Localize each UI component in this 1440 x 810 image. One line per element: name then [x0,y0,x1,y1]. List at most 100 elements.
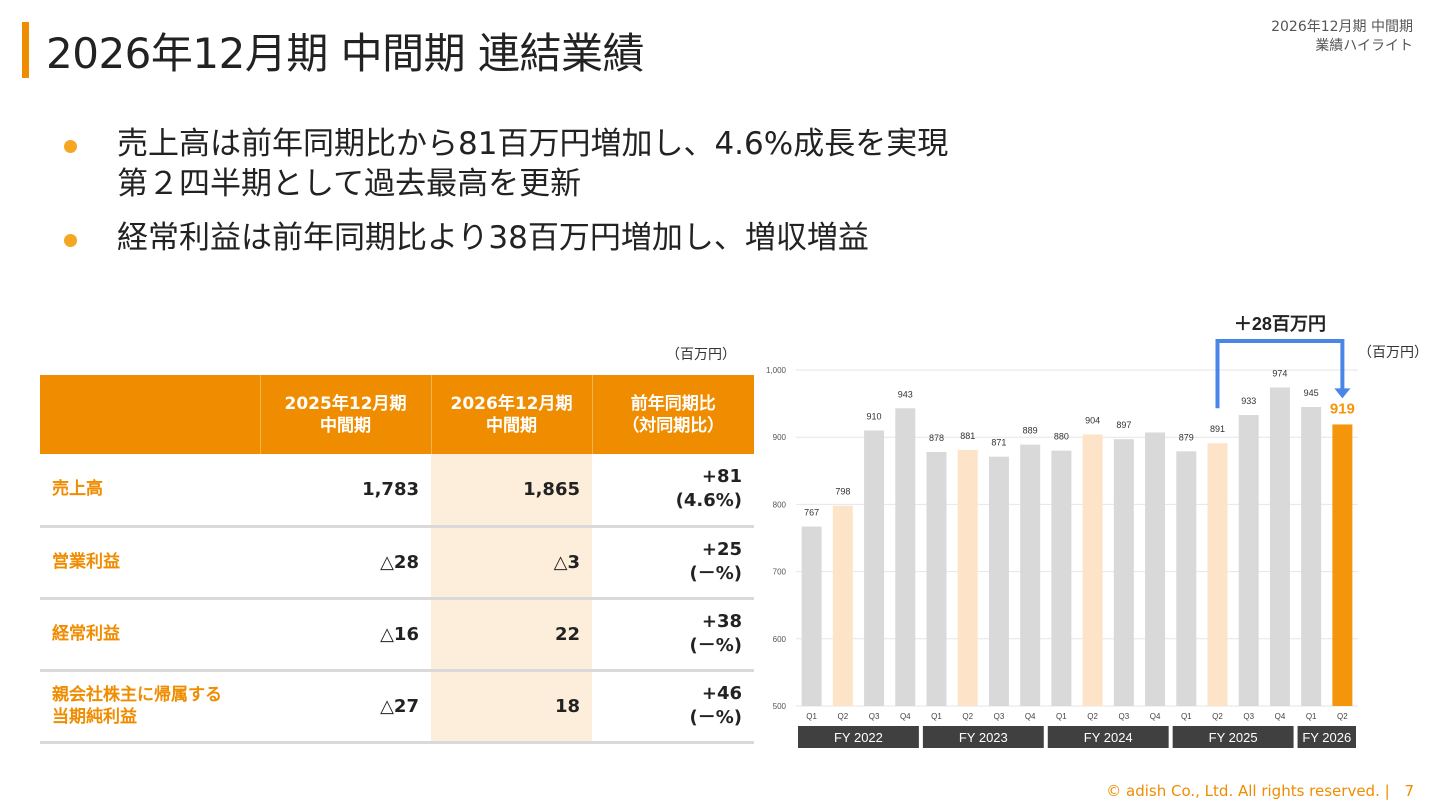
bar [1238,415,1259,706]
x-tick-label: Q2 [1087,712,1098,721]
fiscal-year-label: FY 2025 [1209,730,1258,745]
x-tick-label: Q1 [806,712,817,721]
x-tick-label: Q4 [1025,712,1036,721]
bullet-dot-icon [64,234,77,247]
data-label: 891 [1210,424,1225,434]
table-row: 売上高 1,783 1,865 +81 (4.6%) [40,454,754,528]
data-label: 910 [867,411,882,421]
table-row: 経常利益 △16 22 +38 (－%) [40,598,754,672]
yoy-value: +38 (－%) [592,598,754,672]
bar [1176,451,1197,706]
x-tick-label: Q1 [1181,712,1192,721]
bar [1113,439,1134,706]
x-tick-label: Q1 [1056,712,1067,721]
bar [957,449,978,706]
data-label: 767 [804,508,819,518]
fiscal-year-label: FY 2022 [834,730,883,745]
title-accent-bar [22,22,29,78]
section-label: 2026年12月期 中間期 業績ハイライト [1271,18,1413,56]
chart-unit: （百万円） [1358,344,1428,360]
page-title: 2026年12月期 中間期 連結業績 [46,29,645,78]
fiscal-year-box [798,726,919,748]
bar [926,451,947,706]
row-label: 経常利益 [40,598,260,672]
x-tick-label: Q3 [994,712,1005,721]
curr-value: 1,865 [431,454,592,528]
curr-value: 18 [431,670,592,744]
quarterly-sales-chart: 500 600 700 800 900 1,000 767 Q1 798 Q2 910 Q3 943 Q4… [766,314,1428,748]
x-tick-label: Q4 [1150,712,1161,721]
data-label: 798 [835,487,850,497]
prev-value: △27 [260,670,431,744]
fiscal-year-label: FY 2024 [1084,730,1133,745]
fiscal-year-box [922,726,1044,748]
y-tick-label: 900 [773,433,787,442]
arrow-head-icon [1334,388,1351,399]
bar [1301,406,1322,706]
curr-value: 22 [431,598,592,672]
fiscal-year-box [1047,726,1169,748]
x-tick-label: Q2 [1337,712,1348,721]
table-row: 親会社株主に帰属する 当期純利益 △27 18 +46 (－%) [40,670,754,744]
results-table: 2025年12月期 中間期 2026年12月期 中間期 前年同期比 （対同期比） 売上… [40,375,754,744]
x-tick-label: Q3 [869,712,880,721]
y-tick-label: 1,000 [766,366,787,375]
bar [864,430,885,706]
bar [1082,434,1103,706]
data-label: 897 [1116,420,1131,430]
row-label: 営業利益 [40,526,260,600]
prev-value: △28 [260,526,431,600]
yoy-value: +25 (－%) [592,526,754,600]
x-tick-label: Q3 [1118,712,1129,721]
increase-annotation: ＋28百万円 [1234,314,1326,334]
bar [895,408,916,706]
highlight-bullets: 売上高は前年同期比から81百万円増加し、4.6%成長を実現 第２四半期として過去… [64,124,948,272]
y-tick-label: 600 [773,635,787,644]
row-label: 売上高 [40,454,260,528]
bullet-item: 売上高は前年同期比から81百万円増加し、4.6%成長を実現 第２四半期として過去… [64,124,948,204]
x-tick-label: Q2 [837,712,848,721]
bar [1207,443,1228,706]
data-label: 945 [1304,388,1319,398]
prev-value: △16 [260,598,431,672]
bar [801,526,822,706]
table-header-row: 2025年12月期 中間期 2026年12月期 中間期 前年同期比 （対同期比） [40,375,754,454]
footer: © adish Co., Ltd. All rights reserved. |… [1106,782,1414,800]
bullet-text: 第２四半期として過去最高を更新 [117,166,582,202]
header-blank [40,375,261,454]
data-label: 871 [991,438,1006,448]
x-tick-label: Q3 [1243,712,1254,721]
x-tick-label: Q2 [1212,712,1223,721]
fiscal-year-box [1297,726,1356,748]
data-label: 919 [1330,400,1355,417]
y-tick-label: 500 [773,702,787,711]
page-number: 7 [1404,782,1414,800]
bar [1051,450,1072,706]
y-tick-label: 800 [773,500,787,509]
data-label: 880 [1054,432,1069,442]
bullet-text: 経常利益は前年同期比より38百万円増加し、増収増益 [117,220,869,256]
data-label: 943 [898,389,913,399]
data-label: 889 [1023,426,1038,436]
header-prev-period: 2025年12月期 中間期 [260,375,432,454]
x-tick-label: Q4 [1275,712,1286,721]
fiscal-year-label: FY 2026 [1302,730,1351,745]
yoy-value: +46 (－%) [592,670,754,744]
table-row: 営業利益 △28 △3 +25 (－%) [40,526,754,600]
x-tick-label: Q1 [1306,712,1317,721]
data-label: 933 [1241,396,1256,406]
header-curr-period: 2026年12月期 中間期 [431,375,593,454]
data-label: 904 [1085,416,1100,426]
bar [1332,424,1353,706]
yoy-value: +81 (4.6%) [592,454,754,528]
x-tick-label: Q1 [931,712,942,721]
data-label: 974 [1272,368,1287,378]
bullet-dot-icon [64,140,77,153]
bullet-item: 経常利益は前年同期比より38百万円増加し、増収増益 [64,218,948,258]
data-label: 878 [929,433,944,443]
x-tick-label: Q2 [962,712,973,721]
data-label: 881 [960,431,975,441]
section-label-line2: 業績ハイライト [1315,38,1413,54]
bar [988,456,1009,706]
header-yoy: 前年同期比 （対同期比） [592,375,754,454]
